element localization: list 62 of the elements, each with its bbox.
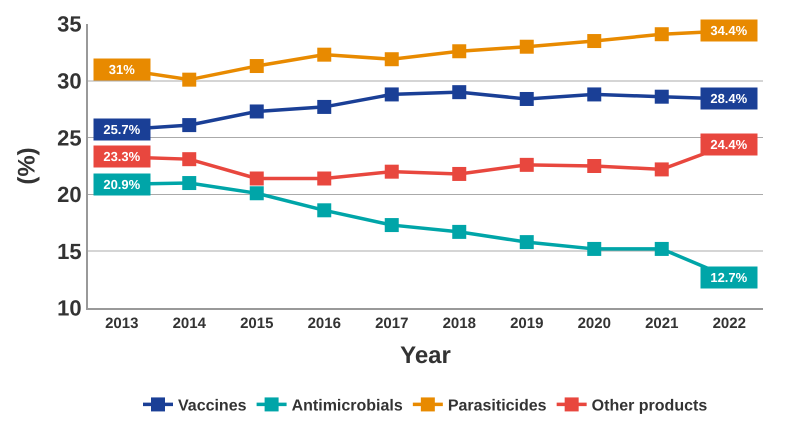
x-tick-label: 2022 xyxy=(712,315,746,332)
y-tick-label: 35 xyxy=(57,12,82,37)
legend-label: Antimicrobials xyxy=(292,398,403,415)
y-tick-label: 15 xyxy=(57,238,82,264)
point xyxy=(384,218,399,232)
x-tick-label: 2013 xyxy=(105,315,138,332)
point xyxy=(250,186,264,200)
data-label: 24.4% xyxy=(710,137,748,152)
x-tick-label: 2019 xyxy=(510,315,544,332)
point xyxy=(182,152,196,166)
point xyxy=(654,162,669,176)
point xyxy=(520,92,534,106)
x-tick-label: 2017 xyxy=(375,315,408,332)
x-tick-label: 2020 xyxy=(578,315,611,332)
data-label: 23.3% xyxy=(103,149,141,164)
point xyxy=(452,166,466,181)
point xyxy=(452,44,466,58)
data-label: 20.9% xyxy=(103,177,141,192)
point xyxy=(654,242,669,256)
data-label: 12.7% xyxy=(710,270,748,285)
point xyxy=(587,34,602,48)
point xyxy=(182,176,196,190)
point xyxy=(317,203,332,218)
point xyxy=(317,172,332,186)
point xyxy=(587,87,602,102)
point xyxy=(654,90,669,104)
point xyxy=(317,100,332,114)
point xyxy=(452,224,466,239)
legend-label: Parasiticides xyxy=(448,398,547,415)
point xyxy=(452,85,466,100)
point xyxy=(384,87,399,102)
point xyxy=(520,158,534,172)
y-tick-label: 25 xyxy=(57,125,82,150)
point xyxy=(587,159,602,173)
x-tick-label: 2014 xyxy=(172,315,207,332)
point xyxy=(520,40,534,54)
x-tick-label: 2016 xyxy=(308,315,341,332)
legend-label: Other products xyxy=(592,398,708,415)
point xyxy=(250,104,264,118)
x-tick-label: 2015 xyxy=(240,315,274,332)
data-label: 28.4% xyxy=(710,91,748,106)
point xyxy=(384,52,399,66)
point xyxy=(520,235,534,250)
y-axis-title: (%) xyxy=(14,147,41,185)
legend-label: Vaccines xyxy=(178,398,247,415)
x-tick-label: 2018 xyxy=(442,315,476,332)
y-tick-label: 30 xyxy=(57,68,82,94)
y-tick-label: 20 xyxy=(57,182,82,208)
point xyxy=(317,48,332,62)
point xyxy=(182,118,196,132)
point xyxy=(587,242,602,256)
data-label: 31% xyxy=(108,62,136,77)
point xyxy=(182,72,196,87)
point xyxy=(384,164,399,179)
point xyxy=(250,172,264,186)
x-tick-label: 2021 xyxy=(645,315,678,332)
point xyxy=(654,27,669,42)
data-label: 34.4% xyxy=(710,23,748,38)
x-axis-title: Year xyxy=(400,342,451,369)
y-tick-label: 10 xyxy=(57,296,82,321)
point xyxy=(250,59,264,74)
data-label: 25.7% xyxy=(103,122,141,137)
